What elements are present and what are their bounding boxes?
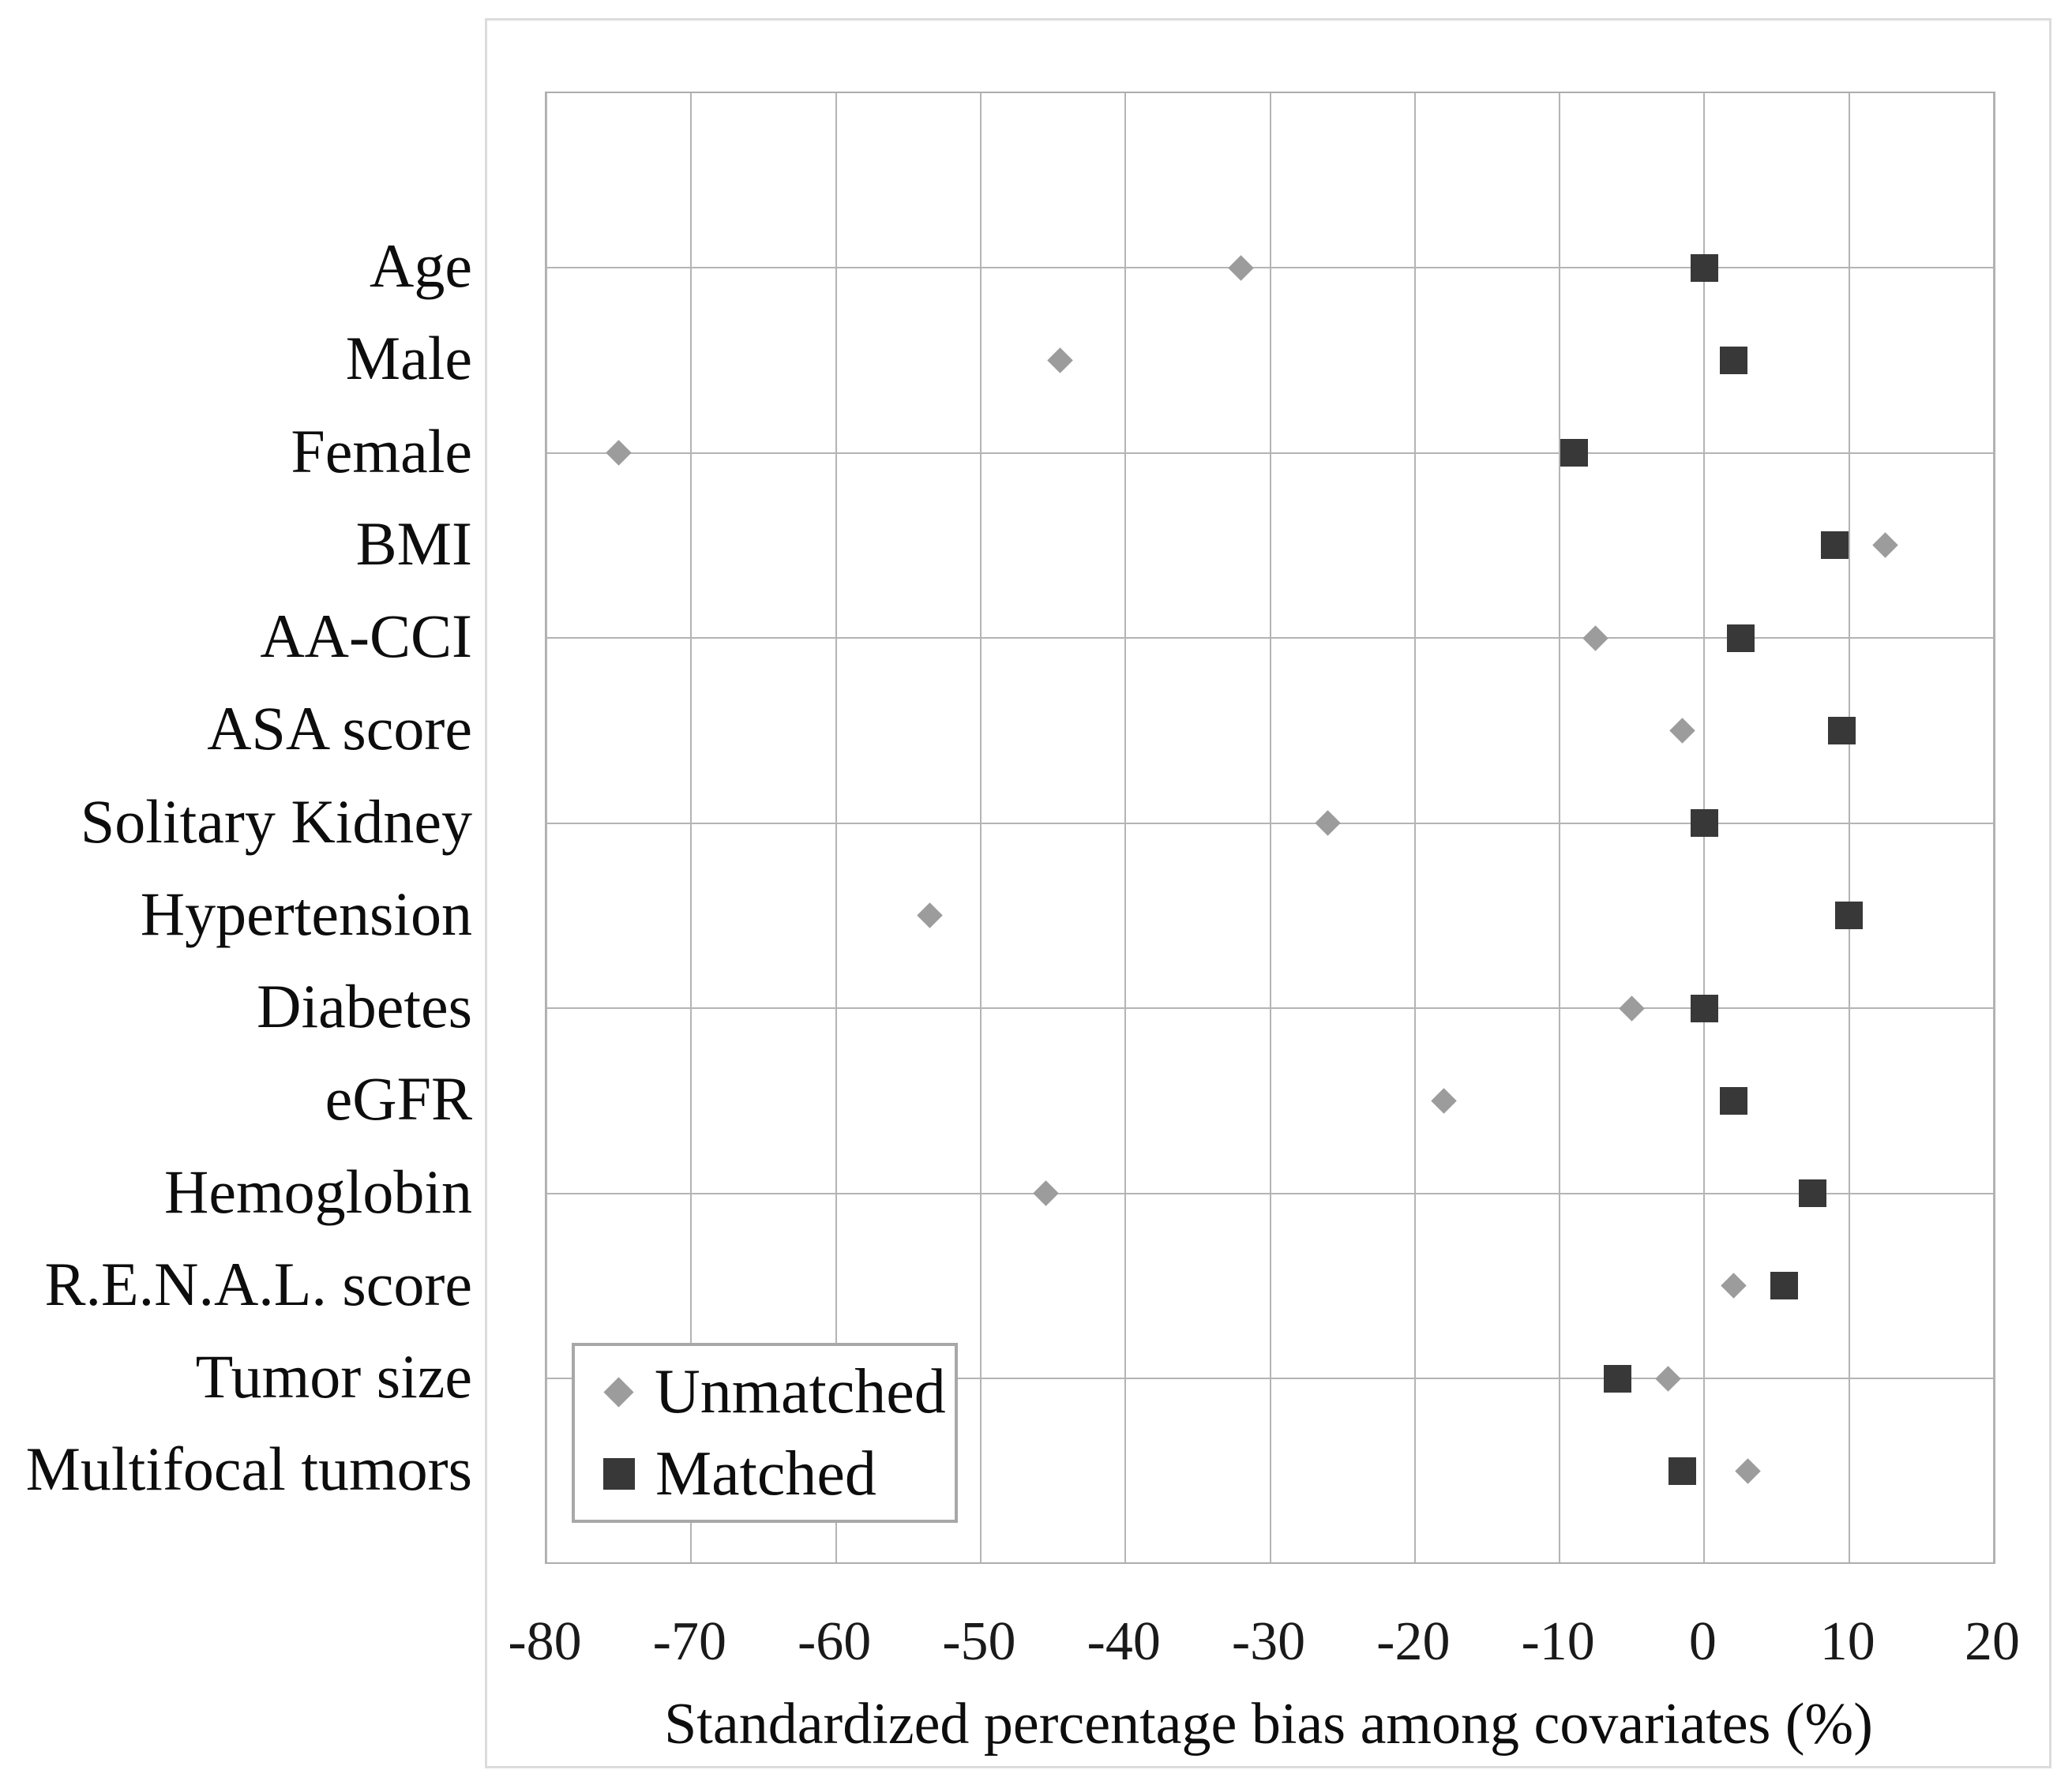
gridline-x--60 [835, 93, 837, 1562]
category-label-age: Age [370, 231, 472, 300]
point-unmatched-r-e-n-a-l-score [1720, 1273, 1747, 1299]
gridline-row-hemoglobin [546, 1192, 1994, 1194]
category-label-asa-score: ASA score [207, 694, 472, 763]
point-unmatched-aa-cci [1582, 624, 1609, 651]
point-unmatched-tumor-size [1655, 1365, 1681, 1392]
gridline-x--30 [1269, 93, 1271, 1562]
point-matched-aa-cci [1726, 624, 1755, 652]
legend: Unmatched Matched [572, 1343, 958, 1523]
plot-area [545, 92, 1995, 1564]
gridline-row-aa-cci [546, 637, 1994, 639]
point-unmatched-egfr [1431, 1087, 1457, 1114]
x-tick-label--60: -60 [797, 1611, 872, 1672]
point-unmatched-asa-score [1669, 717, 1696, 744]
point-unmatched-female [606, 440, 632, 466]
gridline-x-10 [1848, 93, 1850, 1562]
square-marker-icon [603, 1458, 635, 1490]
legend-entry-matched: Matched [602, 1434, 955, 1513]
x-tick-label--80: -80 [508, 1611, 582, 1672]
gridline-row-solitary-kidney [546, 822, 1994, 824]
gridline-x--80 [546, 93, 547, 1562]
x-tick-label-20: 20 [1965, 1611, 2020, 1672]
point-unmatched-hemoglobin [1033, 1180, 1059, 1206]
point-matched-hypertension [1835, 902, 1864, 930]
point-matched-age [1690, 253, 1718, 282]
category-label-male: Male [345, 324, 472, 393]
point-unmatched-diabetes [1619, 995, 1646, 1022]
point-matched-solitary-kidney [1690, 809, 1718, 837]
point-matched-bmi [1820, 531, 1849, 560]
category-label-multifocal-tumors: Multifocal tumors [25, 1434, 472, 1504]
point-matched-diabetes [1690, 994, 1718, 1022]
point-matched-r-e-n-a-l-score [1770, 1272, 1798, 1300]
category-label-r-e-n-a-l-score: R.E.N.A.L. score [44, 1249, 472, 1318]
point-unmatched-multifocal-tumors [1735, 1457, 1761, 1484]
point-unmatched-hypertension [917, 902, 943, 929]
category-label-solitary-kidney: Solitary Kidney [80, 786, 472, 856]
diamond-marker-icon [603, 1376, 634, 1408]
gridline-x--50 [979, 93, 982, 1562]
x-tick-label--10: -10 [1521, 1611, 1595, 1672]
point-matched-multifocal-tumors [1668, 1457, 1697, 1485]
point-matched-tumor-size [1603, 1364, 1631, 1393]
x-tick-label--50: -50 [942, 1611, 1016, 1672]
x-tick-label-10: 10 [1819, 1611, 1875, 1672]
x-tick-label--30: -30 [1231, 1611, 1306, 1672]
point-unmatched-solitary-kidney [1315, 810, 1342, 836]
point-unmatched-male [1047, 347, 1073, 373]
gridline-x--70 [690, 93, 693, 1562]
gridline-x-20 [1993, 93, 1995, 1562]
category-label-female: Female [291, 416, 472, 486]
category-label-hemoglobin: Hemoglobin [164, 1157, 472, 1226]
x-tick-label--70: -70 [652, 1611, 726, 1672]
gridline-row-tumor-size [546, 1378, 1994, 1379]
gridline-x--40 [1124, 93, 1127, 1562]
gridline-row-age [546, 267, 1994, 268]
gridline-row-female [546, 452, 1994, 454]
x-axis-title: Standardized percentage bias among covar… [664, 1692, 1873, 1757]
point-matched-asa-score [1828, 716, 1856, 744]
x-tick-label--20: -20 [1376, 1611, 1451, 1672]
category-label-egfr: eGFR [325, 1064, 472, 1134]
category-label-hypertension: Hypertension [140, 879, 472, 948]
gridline-x--10 [1559, 93, 1561, 1562]
category-label-diabetes: Diabetes [257, 972, 472, 1040]
point-unmatched-age [1228, 254, 1255, 281]
gridline-x--20 [1413, 93, 1416, 1562]
category-label-tumor-size: Tumor size [195, 1342, 472, 1411]
x-tick-label--40: -40 [1087, 1611, 1161, 1672]
legend-entry-unmatched: Unmatched [602, 1352, 955, 1431]
category-label-bmi: BMI [355, 508, 472, 578]
gridline-row-diabetes [546, 1007, 1994, 1009]
point-unmatched-bmi [1872, 532, 1898, 559]
legend-label-matched: Matched [655, 1438, 876, 1509]
x-tick-label-0: 0 [1688, 1611, 1717, 1672]
point-matched-hemoglobin [1799, 1179, 1827, 1207]
point-matched-female [1560, 439, 1588, 467]
point-matched-male [1719, 346, 1747, 374]
point-matched-egfr [1719, 1086, 1747, 1115]
category-label-aa-cci: AA-CCI [260, 602, 472, 670]
legend-label-unmatched: Unmatched [655, 1356, 946, 1427]
